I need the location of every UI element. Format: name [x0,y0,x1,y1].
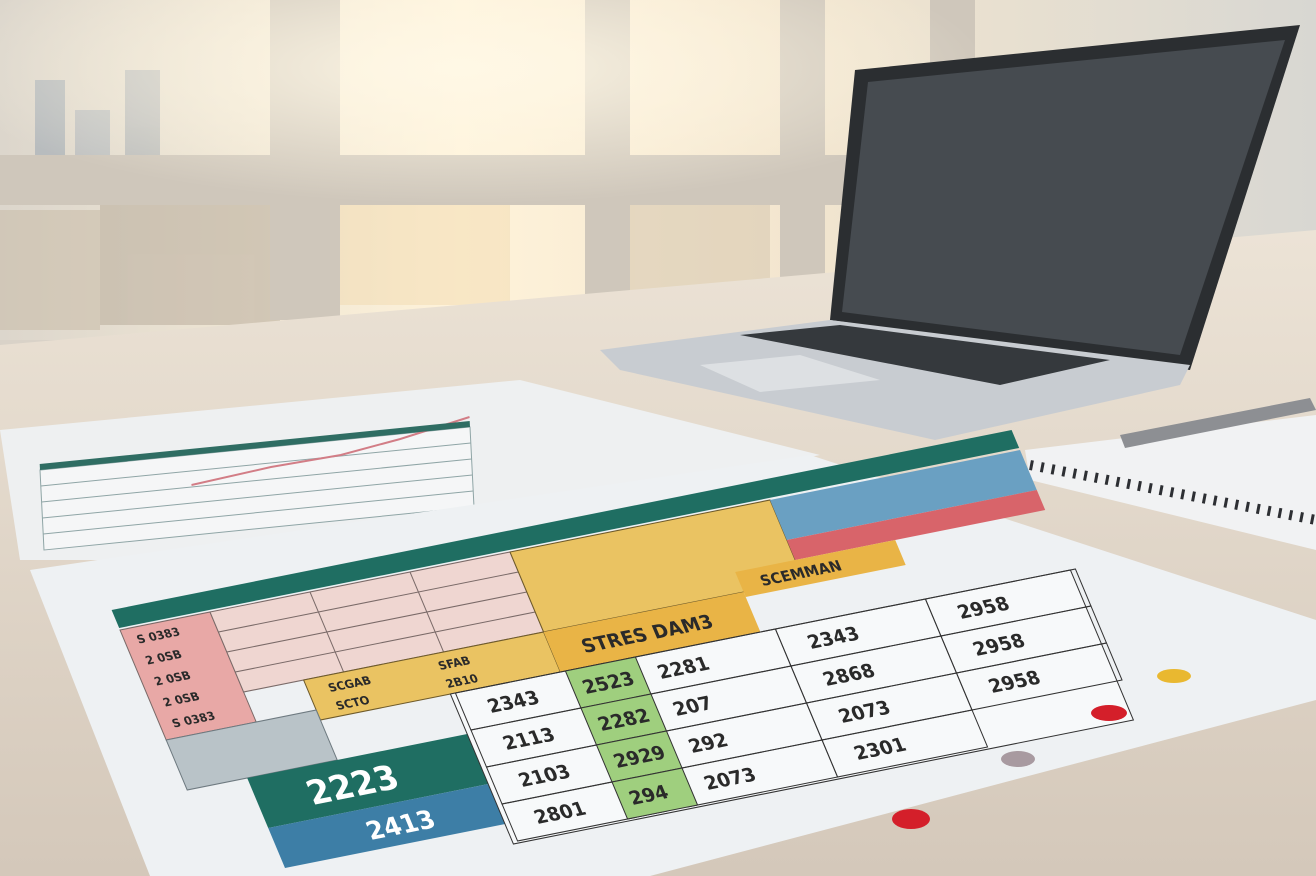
table-cell-border [821,709,989,778]
laptop-icon [600,25,1300,440]
table-cell: 2 0SB [143,647,184,667]
table-cell-border [955,642,1123,711]
green-cell [611,767,699,820]
header-band [111,429,1020,628]
status-dots [892,669,1191,829]
table-cell: SFAB [436,653,473,673]
notebook-icon [1025,415,1316,550]
table-cell: 2 0SB [152,668,193,688]
back-paper [0,380,820,560]
table-cell: 2 0SB [161,689,202,709]
pen-icon [1120,398,1316,448]
table-cell: 2B10 [443,671,480,691]
table-cell: SCTO [333,693,372,713]
